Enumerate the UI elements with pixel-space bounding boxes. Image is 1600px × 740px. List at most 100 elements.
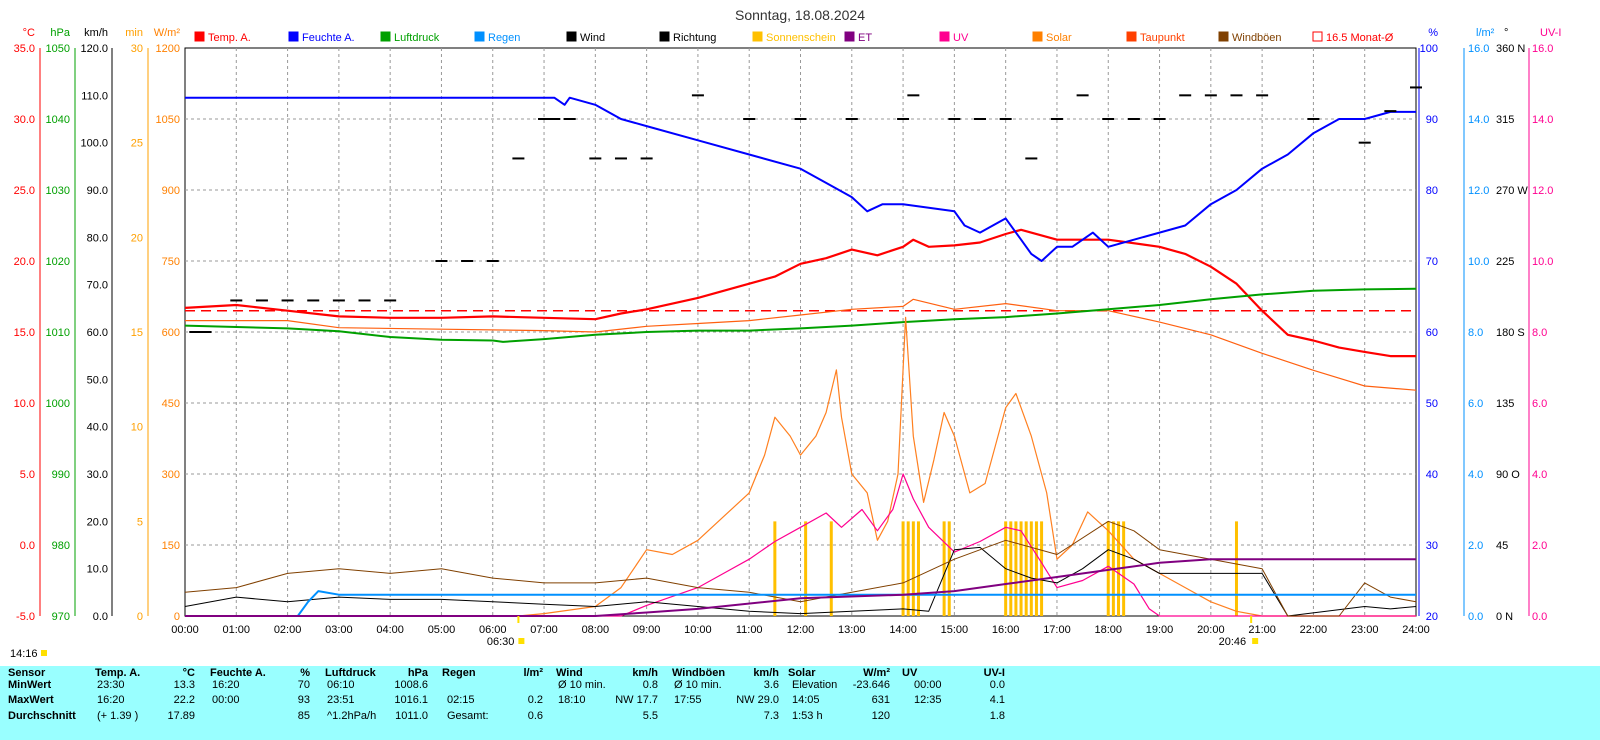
direction-point: [563, 118, 576, 120]
rain-tick-label: 10.0: [1468, 256, 1489, 268]
direction-point: [332, 299, 345, 302]
pressure-tick-label: 980: [52, 540, 70, 552]
direction-point: [691, 94, 704, 97]
wind-tick-label: 100.0: [80, 138, 108, 150]
stats-cell: 23:51: [327, 694, 355, 706]
temp-tick-label: 5.0: [20, 469, 35, 481]
stats-cell: 16:20: [212, 679, 240, 691]
rain-tick-label: 8.0: [1468, 327, 1483, 339]
solar-tick-label: 750: [162, 256, 180, 268]
wind-tick-label: 30.0: [87, 469, 108, 481]
direction-point: [1204, 94, 1217, 97]
direction-point: [1179, 94, 1192, 97]
stats-cell: NW 17.7: [615, 694, 658, 706]
direction-point: [999, 118, 1012, 120]
direction-point: [1230, 94, 1243, 97]
stats-header-unit: %: [300, 667, 310, 679]
legend-swatch: [474, 31, 485, 42]
stats-cell: ^1.2hPa/h: [327, 710, 377, 722]
series-luftdruck: [184, 287, 1417, 343]
x-tick-label: 23:00: [1351, 624, 1379, 636]
humidity-tick-label: 100: [1420, 43, 1438, 55]
pressure-tick-label: 1050: [46, 43, 70, 55]
stats-header-unit: W/m²: [863, 667, 890, 679]
legend-swatch: [659, 31, 670, 42]
stats-cell: 1.8: [989, 710, 1005, 722]
direction-tick-label: 315: [1496, 114, 1514, 126]
sunshine-tick-label: 0: [137, 611, 143, 623]
temp-tick-label: 20.0: [14, 256, 35, 268]
stats-cell: Ø 10 min.: [558, 679, 606, 691]
sunrise-tick: [517, 616, 520, 623]
legend-swatch: [1126, 31, 1137, 42]
uv-tick-label: 8.0: [1532, 327, 1547, 339]
legend-label: UV: [953, 32, 969, 44]
chart-title: Sonntag, 18.08.2024: [735, 7, 865, 23]
sunset-label: 20:46: [1219, 636, 1247, 648]
stats-header-unit: °C: [182, 667, 195, 679]
sunset-tick: [1250, 616, 1253, 623]
solar-tick-label: 900: [162, 185, 180, 197]
direction-tick-label: 360 N: [1496, 43, 1525, 55]
stats-cell: 1:53 h: [792, 710, 823, 722]
temp-tick-label: 0.0: [20, 540, 35, 552]
pressure-tick-label: 1010: [46, 327, 70, 339]
humidity-tick-label: 40: [1426, 469, 1438, 481]
direction-point: [512, 157, 525, 160]
humidity-unit-label: %: [1428, 27, 1438, 39]
solar-tick-label: 1200: [156, 43, 180, 55]
series-uv: [185, 473, 1416, 617]
stats-row-label: MaxWert: [8, 694, 54, 706]
series-wind: [184, 546, 1417, 617]
rain-tick-label: 16.0: [1468, 43, 1489, 55]
direction-point: [358, 299, 371, 302]
stats-cell: 93: [297, 694, 310, 706]
direction-point: [845, 118, 858, 120]
x-tick-label: 02:00: [274, 624, 302, 636]
rain-tick-label: 0.0: [1468, 611, 1483, 623]
legend-label: Solar: [1046, 32, 1072, 44]
stats-cell: 1011.0: [395, 710, 428, 722]
direction-tick-label: 270 W: [1496, 185, 1528, 197]
x-axis-ticks: 00:00 01:00 02:00 03:00 04:00 05:00 06:00 07:00…: [10, 616, 1430, 660]
stats-header: Regen: [442, 667, 476, 679]
direction-point: [1102, 118, 1115, 120]
direction-point: [948, 118, 961, 120]
direction-tick-label: 135: [1496, 398, 1514, 410]
direction-point: [461, 260, 474, 262]
current-time-label: 14:16: [10, 648, 38, 660]
direction-point: [230, 299, 243, 302]
wind-tick-label: 90.0: [87, 185, 108, 197]
x-tick-label: 13:00: [838, 624, 866, 636]
legend-swatch: [752, 31, 763, 42]
stats-cell: 70: [297, 679, 310, 691]
weather-chart: Sonntag, 18.08.2024 35.0 30.0 25.0 20.0 15.0…: [10, 7, 1562, 660]
wind-tick-label: 0.0: [93, 611, 108, 623]
solar-tick-label: 150: [162, 540, 180, 552]
legend-swatch: [288, 31, 299, 42]
legend-swatch: [566, 31, 577, 42]
series-windb-en: [184, 520, 1417, 617]
sunshine-tick-label: 25: [131, 138, 143, 150]
direction-point: [189, 331, 202, 333]
direction-point: [1050, 118, 1063, 120]
pressure-unit-label: hPa: [50, 27, 70, 39]
legend-label: 16.5 Monat-Ø: [1326, 32, 1394, 44]
stats-header-unit: UV-I: [983, 667, 1005, 679]
stats-cell: 13.3: [173, 679, 195, 691]
wind-tick-label: 120.0: [80, 43, 108, 55]
rain-tick-label: 14.0: [1468, 114, 1489, 126]
x-tick-label: 07:00: [530, 624, 558, 636]
direction-point: [1076, 94, 1089, 97]
x-tick-label: 15:00: [941, 624, 969, 636]
stats-header-unit: l/m²: [523, 667, 543, 679]
solar-tick-label: 1050: [156, 114, 180, 126]
legend-label: Regen: [488, 32, 520, 44]
temp-tick-label: 25.0: [14, 185, 35, 197]
x-tick-label: 03:00: [325, 624, 353, 636]
direction-point: [538, 118, 551, 120]
uv-tick-label: 14.0: [1532, 114, 1553, 126]
stats-header-unit: km/h: [632, 667, 658, 679]
plot-grid: [184, 47, 1417, 617]
axis-scales: 35.030.025.020.015.010.05.00.0-5.0°C1050…: [14, 27, 1562, 623]
